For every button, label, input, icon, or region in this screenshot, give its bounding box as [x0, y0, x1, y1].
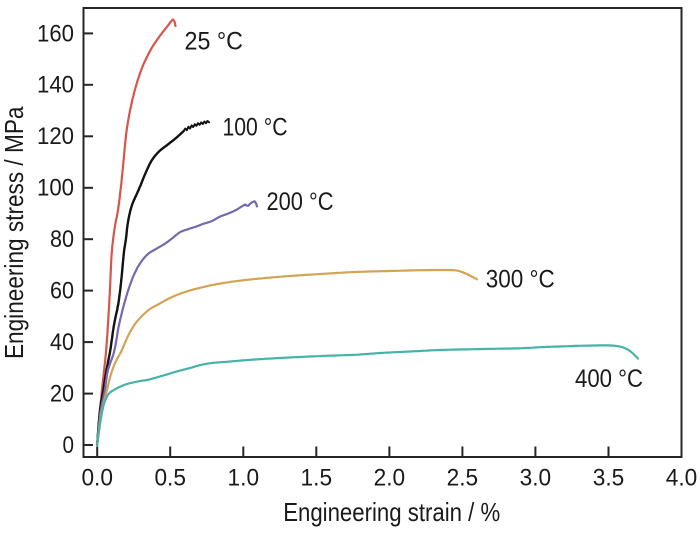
svg-text:3.0: 3.0 — [520, 464, 552, 491]
svg-text:25 °C: 25 °C — [185, 27, 244, 55]
svg-text:200 °C: 200 °C — [267, 188, 334, 216]
svg-text:80: 80 — [50, 226, 74, 253]
svg-text:300 °C: 300 °C — [486, 265, 555, 293]
svg-text:1.5: 1.5 — [301, 464, 333, 491]
svg-text:20: 20 — [50, 380, 74, 407]
svg-text:4.0: 4.0 — [666, 464, 698, 491]
svg-text:0: 0 — [63, 432, 75, 459]
svg-text:400 °C: 400 °C — [575, 365, 643, 393]
svg-text:Engineering stress / MPa: Engineering stress / MPa — [0, 106, 29, 359]
svg-text:1.0: 1.0 — [228, 464, 260, 491]
svg-text:160: 160 — [37, 20, 74, 47]
svg-text:3.5: 3.5 — [593, 464, 625, 491]
svg-text:100 °C: 100 °C — [223, 114, 288, 142]
svg-text:100: 100 — [37, 175, 74, 202]
svg-text:40: 40 — [50, 329, 74, 356]
svg-text:0.0: 0.0 — [81, 464, 113, 491]
svg-text:Engineering strain / %: Engineering strain / % — [283, 497, 500, 527]
svg-text:140: 140 — [37, 72, 74, 99]
svg-text:0.5: 0.5 — [154, 464, 186, 491]
svg-text:2.0: 2.0 — [374, 464, 406, 491]
svg-text:2.5: 2.5 — [447, 464, 479, 491]
svg-text:60: 60 — [50, 278, 74, 305]
svg-text:120: 120 — [37, 123, 74, 150]
